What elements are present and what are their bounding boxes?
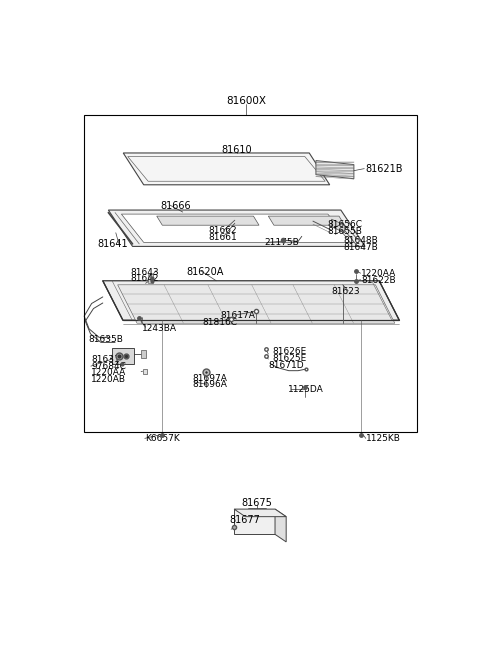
Text: 81666: 81666 <box>160 201 191 211</box>
Text: 81655B: 81655B <box>328 227 363 236</box>
Text: 1220AA: 1220AA <box>361 269 396 278</box>
Text: 21175B: 21175B <box>264 238 300 247</box>
Text: 81610: 81610 <box>221 146 252 155</box>
Text: 81675: 81675 <box>242 498 273 508</box>
Text: 81648B: 81648B <box>344 236 378 245</box>
Polygon shape <box>275 509 286 542</box>
Text: 1220AA: 1220AA <box>91 368 126 377</box>
Text: 81631: 81631 <box>91 355 120 364</box>
Polygon shape <box>121 214 350 242</box>
Text: 81625E: 81625E <box>272 354 306 363</box>
Text: 81621B: 81621B <box>365 163 403 174</box>
Text: 81656C: 81656C <box>328 220 363 229</box>
Text: K6657K: K6657K <box>145 434 180 443</box>
Text: 1125DA: 1125DA <box>288 385 324 394</box>
Text: 81622B: 81622B <box>361 276 396 285</box>
Text: 81697A: 81697A <box>192 374 227 382</box>
Text: 81696A: 81696A <box>192 380 227 389</box>
Text: 81600X: 81600X <box>226 96 266 106</box>
Polygon shape <box>112 348 134 363</box>
Text: 81641: 81641 <box>97 239 128 249</box>
Bar <box>84 115 417 432</box>
Text: 81661: 81661 <box>209 233 238 242</box>
Text: 1220AB: 1220AB <box>91 375 126 384</box>
Text: 1243BA: 1243BA <box>142 324 177 333</box>
Polygon shape <box>123 153 330 185</box>
Polygon shape <box>108 210 365 247</box>
Text: 1125KB: 1125KB <box>366 434 401 443</box>
Polygon shape <box>332 219 345 233</box>
Text: 81816C: 81816C <box>203 318 238 327</box>
Text: 81662: 81662 <box>209 226 238 236</box>
Text: 81677: 81677 <box>229 515 260 525</box>
Text: 81671D: 81671D <box>268 361 304 369</box>
Text: 81642: 81642 <box>130 274 158 283</box>
Polygon shape <box>156 216 259 225</box>
Text: 81626E: 81626E <box>272 347 306 356</box>
Polygon shape <box>103 281 399 320</box>
Polygon shape <box>268 216 345 225</box>
Polygon shape <box>234 509 286 517</box>
Text: 81617A: 81617A <box>220 311 255 320</box>
Polygon shape <box>141 350 146 358</box>
Text: 81623: 81623 <box>332 287 360 297</box>
Text: 81643: 81643 <box>130 268 158 277</box>
Polygon shape <box>316 161 354 178</box>
Polygon shape <box>143 369 147 374</box>
Polygon shape <box>234 509 275 535</box>
Text: 81647B: 81647B <box>344 243 378 252</box>
Polygon shape <box>118 285 395 323</box>
Text: 97684C: 97684C <box>91 361 126 371</box>
Polygon shape <box>148 274 153 283</box>
Text: 81635B: 81635B <box>88 335 123 344</box>
Text: 81620A: 81620A <box>186 267 224 277</box>
